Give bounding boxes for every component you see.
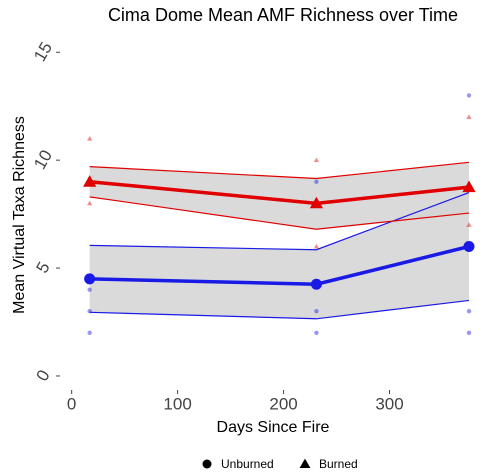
raw-point <box>466 309 472 314</box>
raw-point <box>313 157 320 163</box>
ci-line <box>89 196 470 230</box>
legend-marker <box>202 459 212 469</box>
y-axis-label: Mean Virtual Taxa Richness <box>11 116 28 314</box>
x-tick-label: 200 <box>269 394 297 413</box>
x-tick-label: 0 <box>67 394 76 413</box>
y-tick-label: 15 <box>30 39 56 65</box>
mean-point <box>462 180 476 193</box>
ribbon <box>89 162 469 230</box>
mean-point <box>463 240 475 252</box>
legend-marker <box>299 458 311 469</box>
raw-point <box>313 243 320 249</box>
raw-point <box>87 200 93 206</box>
raw-point <box>87 330 92 336</box>
mean-point <box>83 175 97 187</box>
raw-point <box>87 287 92 292</box>
x-tick-label: 100 <box>163 394 191 413</box>
mean-point <box>84 273 96 285</box>
ci-line <box>89 161 470 180</box>
raw-point <box>466 114 472 119</box>
legend-label: Unburned <box>221 457 274 471</box>
ribbon <box>89 192 469 319</box>
mean-point <box>310 278 322 290</box>
raw-point <box>314 179 319 184</box>
raw-point <box>87 135 93 141</box>
raw-point <box>314 330 319 336</box>
legend-label: Burned <box>319 457 358 471</box>
raw-point <box>466 330 472 336</box>
raw-point <box>466 93 472 98</box>
raw-point <box>314 309 319 314</box>
y-tick-label: 0 <box>33 367 54 385</box>
mean-point <box>309 196 324 209</box>
raw-point <box>466 222 472 227</box>
ci-line <box>89 191 470 251</box>
y-tick-label: 5 <box>33 259 54 277</box>
x-axis-label: Days Since Fire <box>217 419 330 436</box>
chart-title: Cima Dome Mean AMF Richness over Time <box>108 5 458 25</box>
x-tick-label: 300 <box>375 394 403 413</box>
ci-line <box>89 299 470 320</box>
y-tick-label: 10 <box>30 147 56 173</box>
